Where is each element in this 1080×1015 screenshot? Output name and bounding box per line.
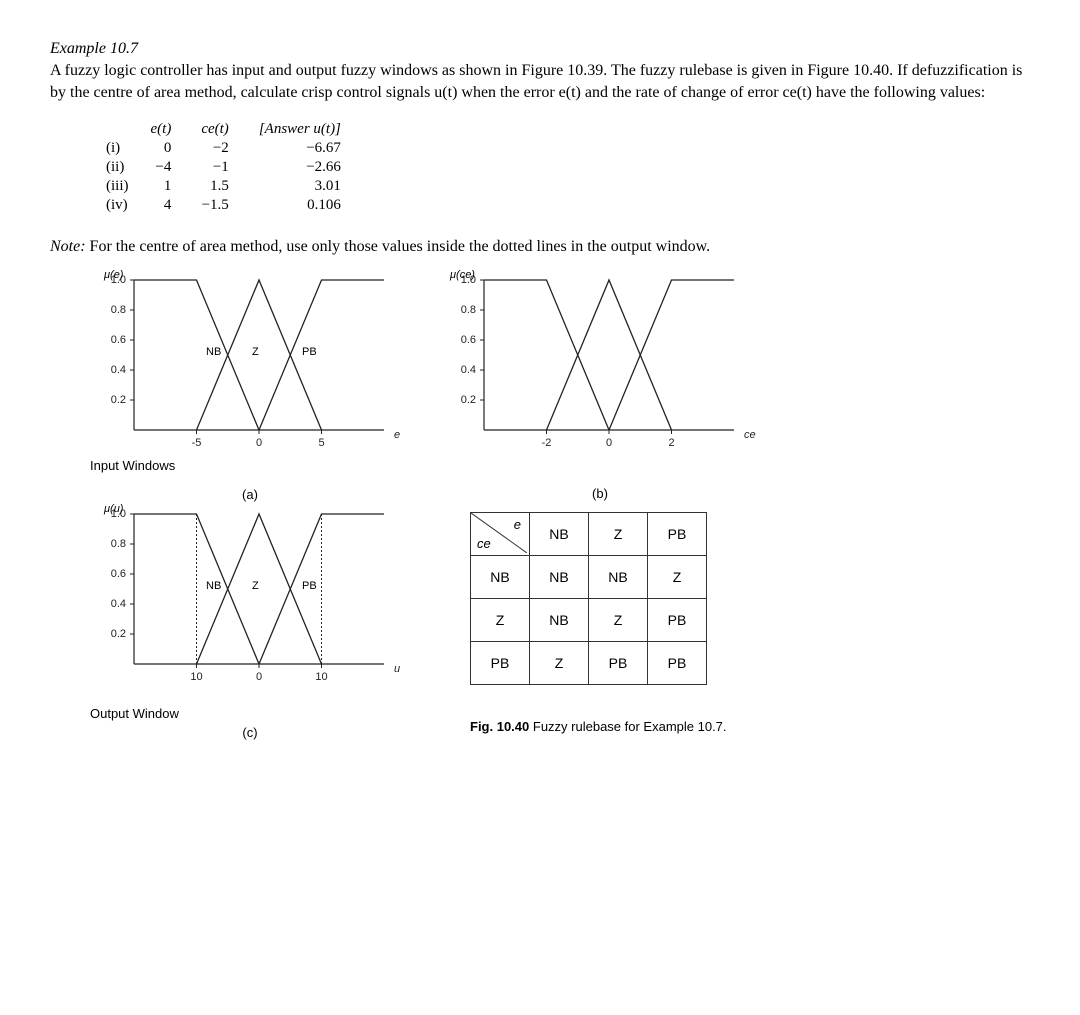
output-row: 1.0 0.8 0.6 0.4 0.2 10 0 10 u N: [90, 502, 1030, 740]
svg-text:0.4: 0.4: [111, 598, 126, 610]
rule-cell: Z: [648, 555, 707, 598]
table-row: (ii) −4 −1 −2.66: [92, 159, 355, 176]
svg-text:0: 0: [256, 671, 262, 683]
example-title: Example 10.7: [50, 40, 1030, 58]
svg-text:0.8: 0.8: [461, 304, 476, 316]
rule-cell: PB: [589, 641, 648, 684]
rulebase-corner: e ce: [471, 512, 530, 555]
svg-text:0.2: 0.2: [111, 394, 126, 406]
note-body: For the centre of area method, use only …: [90, 238, 711, 255]
input-windows-label: Input Windows: [90, 458, 410, 473]
svg-text:μ(e): μ(e): [103, 269, 124, 281]
svg-text:0.6: 0.6: [111, 334, 126, 346]
chart-c: 1.0 0.8 0.6 0.4 0.2 10 0 10 u N: [90, 502, 410, 702]
chart-b-block: 1.0 0.8 0.6 0.4 0.2 -2 0 2 ce μ(ce) (: [440, 268, 760, 502]
table-row: (i) 0 −2 −6.67: [92, 140, 355, 157]
svg-text:NB: NB: [206, 346, 221, 358]
svg-text:0.6: 0.6: [461, 334, 476, 346]
col-header: NB: [530, 512, 589, 555]
chart-a: 1.0 0.8 0.6 0.4 0.2 -5 0 5 e: [90, 268, 410, 468]
rule-cell: NB: [530, 555, 589, 598]
rulebase-caption: Fig. 10.40 Fuzzy rulebase for Example 10…: [470, 719, 727, 734]
svg-text:0: 0: [606, 437, 612, 449]
svg-text:10: 10: [315, 671, 327, 683]
svg-text:5: 5: [318, 437, 324, 449]
svg-text:0.2: 0.2: [111, 628, 126, 640]
rule-cell: NB: [530, 598, 589, 641]
problem-statement: A fuzzy logic controller has input and o…: [50, 60, 1030, 103]
table-header-row: e(t) ce(t) [Answer u(t)]: [92, 121, 355, 138]
row-header: Z: [471, 598, 530, 641]
svg-text:μ(ce): μ(ce): [449, 269, 475, 281]
row-header: PB: [471, 641, 530, 684]
table-row: (iii) 1 1.5 3.01: [92, 178, 355, 195]
output-window-label: Output Window: [90, 706, 410, 721]
input-charts-row: 1.0 0.8 0.6 0.4 0.2 -5 0 5 e: [90, 268, 1030, 502]
row-header: NB: [471, 555, 530, 598]
svg-text:0: 0: [256, 437, 262, 449]
note-text: Note: For the centre of area method, use…: [50, 236, 1030, 258]
rulebase-block: e ce NB Z PB NB NB NB Z Z NB Z PB PB: [470, 512, 727, 740]
svg-text:PB: PB: [302, 580, 317, 592]
values-table: e(t) ce(t) [Answer u(t)] (i) 0 −2 −6.67 …: [90, 119, 357, 216]
chart-b-label: (b): [440, 486, 760, 501]
svg-text:-2: -2: [542, 437, 552, 449]
rule-cell: Z: [589, 598, 648, 641]
svg-text:0.4: 0.4: [461, 364, 476, 376]
svg-text:0.4: 0.4: [111, 364, 126, 376]
svg-text:NB: NB: [206, 580, 221, 592]
svg-text:10: 10: [190, 671, 202, 683]
svg-text:0.8: 0.8: [111, 538, 126, 550]
chart-a-block: 1.0 0.8 0.6 0.4 0.2 -5 0 5 e: [90, 268, 410, 502]
note-label: Note:: [50, 238, 86, 255]
svg-text:ce: ce: [744, 429, 756, 441]
svg-text:2: 2: [668, 437, 674, 449]
rule-cell: PB: [648, 641, 707, 684]
svg-text:-5: -5: [192, 437, 202, 449]
col-header: Z: [589, 512, 648, 555]
chart-c-label: (c): [90, 725, 410, 740]
chart-c-block: 1.0 0.8 0.6 0.4 0.2 10 0 10 u N: [90, 502, 410, 740]
rulebase-table: e ce NB Z PB NB NB NB Z Z NB Z PB PB: [470, 512, 707, 685]
svg-text:e: e: [394, 429, 400, 441]
rule-cell: Z: [530, 641, 589, 684]
svg-text:Z: Z: [252, 346, 259, 358]
svg-text:u: u: [394, 663, 400, 675]
chart-b: 1.0 0.8 0.6 0.4 0.2 -2 0 2 ce μ(ce): [440, 268, 760, 468]
svg-text:μ(u): μ(u): [103, 503, 124, 515]
svg-text:0.2: 0.2: [461, 394, 476, 406]
svg-text:Z: Z: [252, 580, 259, 592]
svg-text:0.6: 0.6: [111, 568, 126, 580]
svg-text:0.8: 0.8: [111, 304, 126, 316]
table-row: (iv) 4 −1.5 0.106: [92, 197, 355, 214]
rule-cell: PB: [648, 598, 707, 641]
rule-cell: NB: [589, 555, 648, 598]
col-header: PB: [648, 512, 707, 555]
svg-text:PB: PB: [302, 346, 317, 358]
chart-a-label: (a): [90, 487, 410, 502]
